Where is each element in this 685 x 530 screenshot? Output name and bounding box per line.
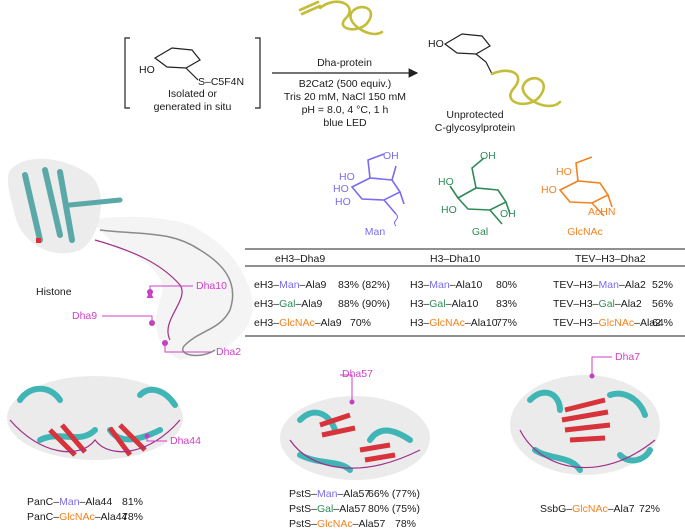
histone-label: Histone [36,286,72,298]
reagent-oh-label: HO [139,64,155,76]
glcnac-structure [558,156,613,217]
gal-label-oh2: OH [500,208,516,220]
man-label-ho1: HO [339,171,355,183]
glcnac-label-achn: AcHN [588,206,616,218]
man-name: Man [364,226,386,238]
table-cell: H3–Man–Ala10 [410,279,483,291]
psts-yield-3: 78% [395,518,417,530]
table-header-2: H3–Dha10 [430,253,481,265]
table-header-1: eH3–Dha9 [275,253,326,265]
table-yield: 83% (82%) [338,279,390,291]
glcnac-label-ho2: HO [541,184,557,196]
product-oh-label: HO [428,38,444,50]
panc-yield-2: 78% [122,511,144,523]
psts-row-2: PstS–Gal–Ala57 [289,503,367,515]
histone-site-dha2: Dha2 [216,346,242,358]
gal-structure [449,157,511,225]
product-caption-2: C-glycosylprotein [434,122,516,134]
table-cell: H3–Gal–Ala10 [410,298,479,310]
man-structure [350,153,405,227]
product-ring [443,33,493,75]
histone-structure [7,158,253,360]
panc-site: Dha44 [170,435,201,447]
reagent-caption-1: Isolated or [167,88,218,100]
panc-row-2: PanC–GlcNAc–Ala44 [27,511,128,523]
psts-site: Dha57 [342,368,373,380]
table-cell: TEV–H3–GlcNAc–Ala2 [553,317,661,329]
condition-4: blue LED [323,117,367,129]
left-bracket [124,37,130,109]
ssbg-structure [510,373,660,475]
arrow-reagent-label: Dha-protein [317,57,372,69]
histone-site-dha9: Dha9 [72,310,98,322]
ssbg-row-1: SsbG–GlcNAc–Ala7 [540,503,635,515]
psts-row-1: PstS–Man–Ala57 [289,488,371,500]
gal-label-ho2: HO [441,204,457,216]
psts-row-3: PstS–GlcNAc–Ala57 [289,518,386,530]
psts-yield-1: 66% (77%) [368,488,420,500]
table-yield: 64% [652,317,674,329]
dha-protein-icon [298,0,384,36]
table-cell: H3–GlcNAc–Ala10 [410,317,498,329]
panc-row-1: PanC–Man–Ala44 [27,496,113,508]
table-cell: eH3–Gal–Ala9 [254,298,323,310]
psts-yield-2: 80% (75%) [368,503,420,515]
man-label-oh: OH [383,150,399,162]
reagent-ring [153,47,201,81]
condition-1: B2Cat2 (500 equiv.) [298,78,392,90]
reagent-caption-2: generated in situ [153,101,232,113]
product-protein-icon [490,69,562,108]
right-bracket [255,37,261,109]
man-label-ho3: HO [335,196,351,208]
ssbg-site: Dha7 [615,351,641,363]
table-yield: 77% [496,317,518,329]
condition-3: pH = 8.0, 4 °C, 1 h [301,104,389,116]
product-caption-1: Unprotected [446,109,504,121]
table-cell: eH3–GlcNAc–Ala9 [254,317,342,329]
table-cell: TEV–H3–Man–Ala2 [553,279,646,291]
table-yield: 70% [350,317,372,329]
table-yield: 80% [496,279,518,291]
reagent-substituent: S–C5F4N [198,76,245,88]
psts-structure [280,396,430,480]
gal-label-oh1: OH [480,150,496,162]
glcnac-name: GlcNAc [567,226,603,238]
gal-name: Gal [471,226,489,238]
gal-label-ho1: HO [438,176,454,188]
panc-yield-1: 81% [122,496,144,508]
glcnac-label-ho1: HO [556,166,572,178]
table-yield: 56% [652,298,674,310]
table-cell: eH3–Man–Ala9 [254,279,327,291]
table-yield: 83% [496,298,518,310]
table-cell: TEV–H3–Gal–Ala2 [553,298,642,310]
table-yield: 52% [652,279,674,291]
ssbg-yield-1: 72% [639,503,661,515]
man-label-ho2: HO [333,183,349,195]
condition-2: Tris 20 mM, NaCl 150 mM [283,91,407,103]
histone-site-dha10: Dha10 [196,280,227,292]
table-header-3: TEV–H3–Dha2 [575,253,646,265]
panc-structure [7,376,183,460]
table-yield: 88% (90%) [338,298,390,310]
